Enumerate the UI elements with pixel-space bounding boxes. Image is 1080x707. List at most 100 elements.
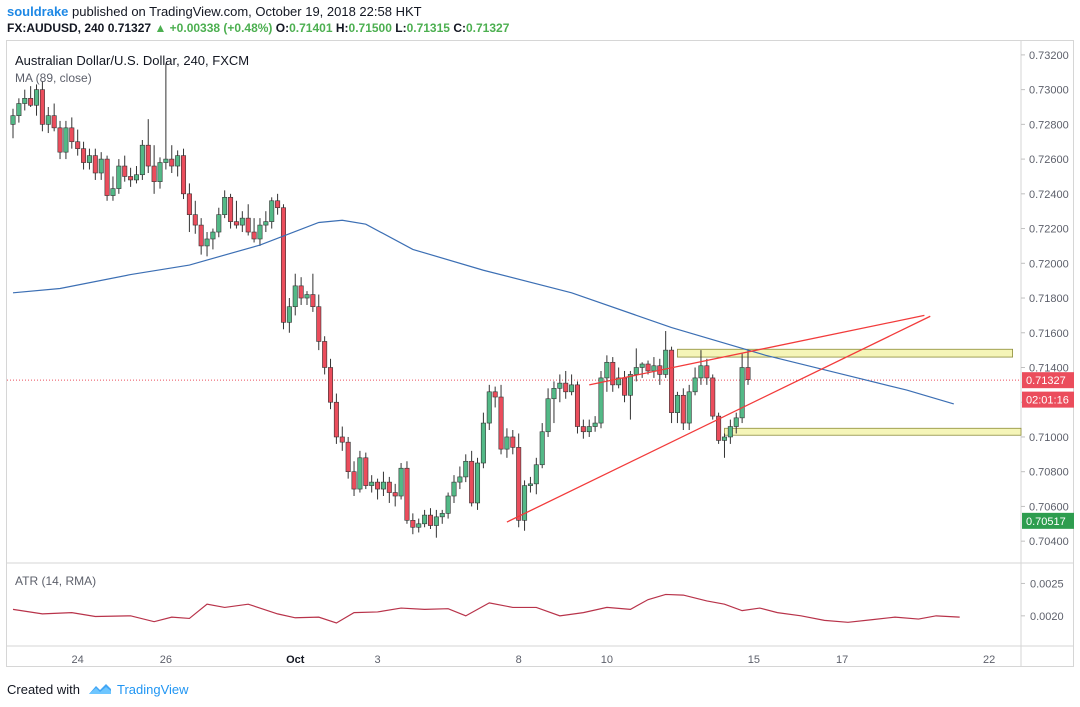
- date-tick-label: 15: [748, 654, 760, 666]
- candle-body: [386, 481, 392, 493]
- candle-down: [492, 386, 498, 408]
- candle-up: [222, 190, 228, 219]
- candle-up: [480, 412, 486, 469]
- candle-body: [133, 174, 139, 181]
- candle-body: [216, 214, 222, 233]
- candle-body: [16, 103, 22, 116]
- candle-body: [139, 144, 145, 176]
- author-link[interactable]: souldrake: [7, 4, 69, 19]
- candle-body: [704, 365, 710, 379]
- candle-body: [192, 214, 198, 226]
- price-tag-label: 02:01:16: [1026, 395, 1069, 407]
- candle-up: [504, 428, 510, 458]
- candle-body: [292, 285, 298, 308]
- candle-body: [339, 436, 345, 443]
- atr-line: [12, 593, 960, 624]
- candle-up: [639, 362, 645, 378]
- candle-body: [128, 176, 134, 181]
- legend-atr: ATR (14, RMA): [15, 574, 97, 588]
- candle-up: [598, 370, 604, 429]
- low-value: 0.71315: [406, 21, 450, 35]
- candle-body: [186, 193, 192, 215]
- price-tick-label: 0.70600: [1029, 501, 1069, 513]
- candle-up: [422, 509, 428, 528]
- candle-up: [569, 374, 575, 396]
- candle-body: [28, 98, 34, 106]
- symbol-label: FX:AUDUSD, 240: [7, 21, 105, 35]
- candle-up: [163, 63, 169, 170]
- date-tick-label: 26: [160, 654, 172, 666]
- candle-body: [157, 162, 163, 182]
- candle-down: [39, 80, 45, 132]
- candle-body: [363, 457, 369, 486]
- candle-body: [81, 148, 87, 163]
- price-tick-label: 0.71600: [1029, 328, 1069, 340]
- support-zone: [724, 427, 1022, 436]
- atr-tick-label: 0.0020: [1030, 611, 1064, 623]
- legend-title: Australian Dollar/U.S. Dollar, 240, FXCM: [15, 53, 250, 68]
- chart-header: souldrake published on TradingView.com, …: [0, 0, 1080, 40]
- candle-up: [34, 84, 40, 116]
- candle-down: [363, 452, 369, 490]
- candle-body: [251, 231, 257, 240]
- date-tick-label: 3: [374, 654, 380, 666]
- candle-up: [457, 466, 463, 490]
- date-tick-label: 8: [516, 654, 522, 666]
- candle-up: [616, 367, 622, 389]
- tradingview-logo-icon[interactable]: [88, 681, 112, 697]
- candle-up: [416, 518, 422, 533]
- candle-up: [533, 457, 539, 495]
- candle-body: [698, 365, 704, 379]
- candle-body: [233, 221, 239, 226]
- candle-down: [680, 388, 686, 431]
- candle-body: [739, 367, 745, 419]
- candle-body: [34, 89, 40, 106]
- candle-up: [292, 273, 298, 316]
- price-tick-label: 0.71000: [1029, 432, 1069, 444]
- candle-down: [316, 294, 322, 351]
- candle-up: [651, 357, 657, 378]
- candle-down: [333, 393, 339, 444]
- candle-body: [410, 520, 416, 528]
- candle-up: [398, 463, 404, 500]
- candle-body: [745, 367, 751, 380]
- candle-down: [310, 273, 316, 312]
- candle-up: [263, 211, 269, 233]
- candle-down: [563, 370, 569, 399]
- candle-body: [545, 398, 551, 433]
- candle-body: [333, 401, 339, 438]
- candle-up: [357, 450, 363, 493]
- candle-up: [210, 228, 216, 250]
- candle-down: [298, 277, 304, 305]
- candle-body: [445, 495, 451, 514]
- candle-body: [610, 361, 616, 386]
- candle-down: [704, 358, 710, 385]
- candle-body: [316, 306, 322, 342]
- candle-up: [604, 355, 610, 392]
- candle-down: [275, 193, 281, 215]
- candle-body: [257, 224, 263, 240]
- tradingview-brand[interactable]: TradingView: [117, 682, 189, 697]
- candle-body: [210, 231, 216, 240]
- candle-body: [586, 426, 592, 433]
- candle-up: [304, 291, 310, 305]
- candle-up: [204, 232, 210, 257]
- price-tick-label: 0.73000: [1029, 85, 1069, 97]
- candle-up: [451, 475, 457, 503]
- candle-down: [57, 120, 63, 160]
- candle-up: [539, 423, 545, 469]
- candle-body: [322, 341, 328, 368]
- candle-down: [280, 204, 286, 330]
- candle-body: [727, 426, 733, 438]
- candle-down: [610, 357, 616, 392]
- open-value: 0.71401: [289, 21, 333, 35]
- candle-body: [733, 417, 739, 427]
- price-tick-label: 0.72600: [1029, 154, 1069, 166]
- candle-body: [669, 349, 675, 413]
- candle-up: [557, 374, 563, 403]
- candle-up: [369, 475, 375, 493]
- candle-down: [410, 513, 416, 535]
- candle-body: [163, 158, 169, 163]
- candle-body: [351, 471, 357, 490]
